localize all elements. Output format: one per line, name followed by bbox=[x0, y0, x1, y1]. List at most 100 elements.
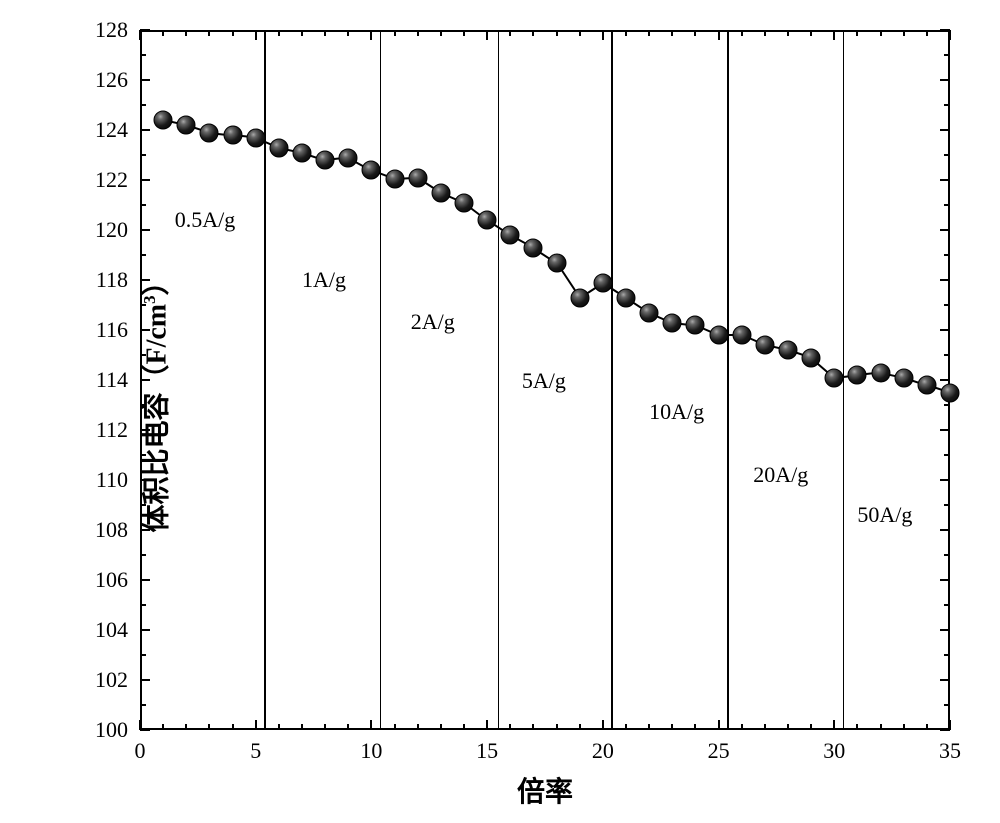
y-tick-major bbox=[940, 579, 950, 581]
data-marker bbox=[617, 288, 636, 307]
y-tick-label: 116 bbox=[0, 317, 128, 343]
x-tick-minor bbox=[440, 30, 442, 36]
y-tick-minor bbox=[944, 54, 950, 56]
y-tick-label: 104 bbox=[0, 617, 128, 643]
y-tick-minor bbox=[140, 704, 146, 706]
x-tick-major bbox=[602, 30, 604, 40]
data-marker bbox=[362, 161, 381, 180]
x-tick-minor bbox=[671, 724, 673, 730]
y-tick-major bbox=[140, 579, 150, 581]
y-tick-major bbox=[940, 379, 950, 381]
x-tick-minor bbox=[926, 30, 928, 36]
data-marker bbox=[478, 211, 497, 230]
data-marker bbox=[200, 123, 219, 142]
y-tick-major bbox=[140, 29, 150, 31]
y-tick-minor bbox=[944, 104, 950, 106]
x-tick-major bbox=[833, 30, 835, 40]
x-tick-minor bbox=[208, 724, 210, 730]
rate-annotation: 50A/g bbox=[857, 502, 912, 528]
x-tick-minor bbox=[625, 30, 627, 36]
y-tick-label: 126 bbox=[0, 67, 128, 93]
y-tick-minor bbox=[140, 454, 146, 456]
x-tick-minor bbox=[648, 724, 650, 730]
x-tick-minor bbox=[856, 724, 858, 730]
y-tick-minor bbox=[140, 354, 146, 356]
data-marker bbox=[431, 183, 450, 202]
x-tick-major bbox=[949, 720, 951, 730]
rate-divider-line bbox=[611, 32, 613, 728]
x-tick-major bbox=[370, 30, 372, 40]
y-tick-major bbox=[140, 479, 150, 481]
data-marker bbox=[339, 148, 358, 167]
y-tick-minor bbox=[140, 404, 146, 406]
x-tick-minor bbox=[301, 30, 303, 36]
y-tick-major bbox=[140, 279, 150, 281]
data-marker bbox=[154, 111, 173, 130]
data-marker bbox=[663, 313, 682, 332]
x-tick-minor bbox=[579, 30, 581, 36]
x-tick-major bbox=[602, 720, 604, 730]
data-marker bbox=[223, 126, 242, 145]
x-tick-minor bbox=[579, 724, 581, 730]
x-tick-minor bbox=[324, 30, 326, 36]
x-tick-minor bbox=[787, 724, 789, 730]
x-tick-minor bbox=[208, 30, 210, 36]
y-tick-minor bbox=[140, 154, 146, 156]
x-tick-minor bbox=[532, 30, 534, 36]
data-marker bbox=[894, 368, 913, 387]
y-tick-major bbox=[140, 729, 150, 731]
chart-container: 体积比电容（F/cm3） 倍率 bbox=[0, 0, 1000, 823]
y-tick-minor bbox=[944, 504, 950, 506]
data-marker bbox=[269, 138, 288, 157]
y-tick-label: 108 bbox=[0, 517, 128, 543]
y-tick-major bbox=[940, 279, 950, 281]
data-marker bbox=[871, 363, 890, 382]
y-tick-label: 110 bbox=[0, 467, 128, 493]
x-tick-minor bbox=[764, 30, 766, 36]
data-marker bbox=[917, 376, 936, 395]
y-tick-minor bbox=[944, 404, 950, 406]
y-tick-major bbox=[140, 229, 150, 231]
y-title-part: ） bbox=[142, 267, 173, 295]
rate-divider-line bbox=[498, 32, 500, 728]
x-tick-minor bbox=[810, 724, 812, 730]
rate-divider-line bbox=[380, 32, 382, 728]
y-tick-minor bbox=[140, 654, 146, 656]
data-marker bbox=[385, 169, 404, 188]
x-tick-minor bbox=[880, 30, 882, 36]
y-tick-minor bbox=[944, 304, 950, 306]
y-tick-minor bbox=[944, 354, 950, 356]
rate-annotation: 20A/g bbox=[753, 462, 808, 488]
x-tick-minor bbox=[764, 724, 766, 730]
x-tick-major bbox=[139, 720, 141, 730]
data-marker bbox=[293, 143, 312, 162]
data-marker bbox=[941, 383, 960, 402]
x-tick-minor bbox=[509, 30, 511, 36]
x-tick-minor bbox=[856, 30, 858, 36]
data-marker bbox=[686, 316, 705, 335]
x-tick-minor bbox=[903, 30, 905, 36]
x-tick-major bbox=[255, 720, 257, 730]
data-marker bbox=[524, 238, 543, 257]
data-marker bbox=[593, 273, 612, 292]
x-tick-minor bbox=[162, 724, 164, 730]
x-tick-major bbox=[255, 30, 257, 40]
x-tick-label: 15 bbox=[476, 738, 498, 764]
y-tick-major bbox=[140, 529, 150, 531]
y-tick-minor bbox=[140, 604, 146, 606]
x-tick-minor bbox=[694, 724, 696, 730]
y-tick-minor bbox=[944, 204, 950, 206]
y-tick-major bbox=[140, 329, 150, 331]
x-tick-minor bbox=[903, 724, 905, 730]
data-marker bbox=[408, 168, 427, 187]
x-tick-minor bbox=[532, 724, 534, 730]
x-tick-minor bbox=[926, 724, 928, 730]
x-tick-minor bbox=[394, 724, 396, 730]
y-tick-major bbox=[940, 329, 950, 331]
x-tick-minor bbox=[232, 30, 234, 36]
y-tick-minor bbox=[944, 154, 950, 156]
x-tick-minor bbox=[278, 30, 280, 36]
y-tick-label: 112 bbox=[0, 417, 128, 443]
y-tick-major bbox=[140, 179, 150, 181]
y-tick-major bbox=[140, 429, 150, 431]
